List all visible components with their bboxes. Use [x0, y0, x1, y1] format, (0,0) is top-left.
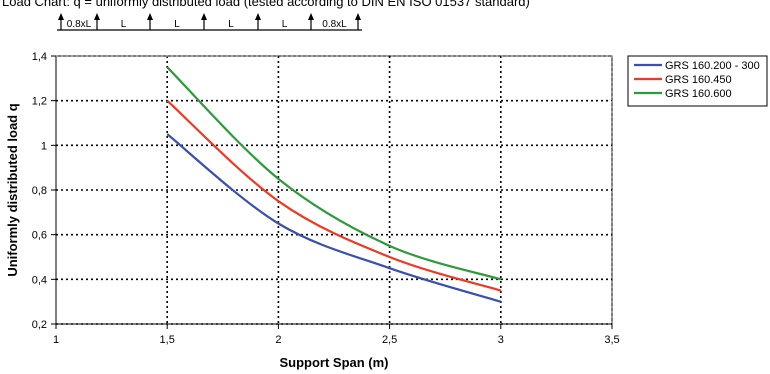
y-tick-label: 0,6: [32, 230, 47, 242]
support-arrow-head: [58, 13, 64, 20]
x-tick-label: 1,5: [160, 334, 175, 346]
legend-label-2: GRS 160.450: [665, 74, 732, 86]
y-tick-label: 0,4: [32, 274, 47, 286]
support-arrow-head: [94, 13, 100, 20]
legend-label-3: GRS 160.600: [665, 88, 732, 100]
chart-header-title: Load Chart: q = uniformly distributed lo…: [2, 0, 530, 9]
legend: GRS 160.200 - 300 GRS 160.450 GRS 160.600: [627, 55, 768, 107]
series-line-3: [166, 66, 502, 281]
support-arrow-head: [147, 13, 153, 20]
support-arrow-head: [255, 13, 261, 20]
y-axis-ticks: 0,2 0,4 0,6 0,8 1 1,2 1,4: [32, 51, 56, 331]
x-tick-label: 2,5: [382, 334, 397, 346]
series-line-2: [166, 99, 502, 292]
beam-span-label: L: [121, 19, 127, 30]
x-axis-ticks: 1 1,5 2 2,5 3 3,5: [53, 324, 620, 346]
y-tick-label: 1,2: [32, 96, 47, 108]
beam-diagram: 0.8xL L L L L 0.8xL: [57, 13, 362, 31]
y-axis-title: Uniformly distributed load q: [5, 103, 20, 276]
beam-span-label: L: [282, 19, 288, 30]
y-tick-label: 0,8: [32, 185, 47, 197]
y-tick-label: 1: [41, 140, 47, 152]
beam-span-label: L: [228, 19, 234, 30]
plot-area: [55, 55, 613, 325]
x-tick-label: 1: [53, 334, 59, 346]
beam-span-label: 0.8xL: [67, 19, 92, 30]
beam-span-label: L: [174, 19, 180, 30]
y-tick-label: 0,2: [32, 319, 47, 331]
x-tick-label: 2: [275, 334, 281, 346]
support-arrow-head: [201, 13, 207, 20]
support-arrow-head: [355, 13, 361, 20]
x-tick-label: 3,5: [604, 334, 619, 346]
support-arrow-head: [308, 13, 314, 20]
legend-label-1: GRS 160.200 - 300: [665, 60, 760, 72]
y-tick-label: 1,4: [32, 51, 47, 63]
beam-span-label: 0.8xL: [322, 19, 347, 30]
series-lines: [166, 66, 502, 303]
x-axis-title: Support Span (m): [279, 355, 388, 370]
x-tick-label: 3: [498, 334, 504, 346]
series-line-1: [166, 133, 502, 303]
